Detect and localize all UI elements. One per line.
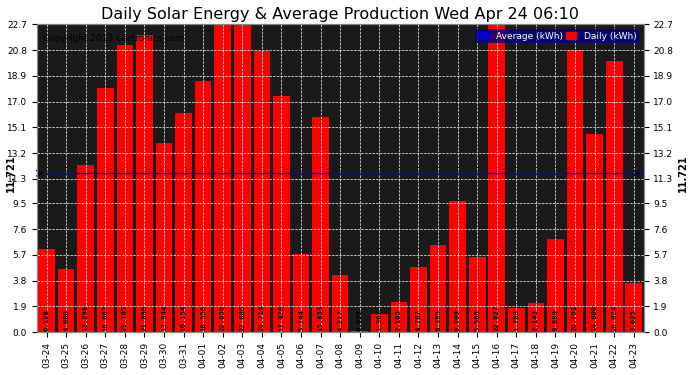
Text: 5.565: 5.565 [474, 309, 480, 332]
Text: 18.558: 18.558 [200, 305, 206, 332]
Bar [391, 303, 407, 332]
Bar [371, 314, 388, 332]
Bar [117, 45, 133, 332]
Bar [97, 88, 114, 332]
Bar [469, 256, 486, 332]
Text: 2.185: 2.185 [396, 309, 402, 332]
Text: 22.686: 22.686 [239, 305, 246, 332]
Text: Copyright 2013 Cartronics.com: Copyright 2013 Cartronics.com [43, 34, 184, 43]
Bar [528, 303, 544, 332]
Text: 20.024: 20.024 [611, 305, 617, 332]
Text: 4.787: 4.787 [415, 309, 422, 332]
Bar [273, 96, 290, 332]
Bar [566, 50, 583, 332]
Text: 14.600: 14.600 [591, 305, 598, 332]
Text: 9.709: 9.709 [455, 309, 461, 332]
Text: 1.763: 1.763 [513, 309, 520, 332]
Text: 18.007: 18.007 [102, 305, 108, 332]
Bar [410, 267, 427, 332]
Bar [234, 25, 250, 332]
Text: 20.716: 20.716 [259, 305, 265, 332]
Bar [136, 36, 152, 332]
Bar [508, 308, 524, 332]
Text: 6.128: 6.128 [43, 309, 50, 332]
Bar [58, 268, 75, 332]
Text: 4.680: 4.680 [63, 309, 69, 332]
Bar [332, 275, 348, 332]
Text: 20.791: 20.791 [572, 305, 578, 332]
Text: 5.744: 5.744 [298, 309, 304, 332]
Bar [449, 201, 466, 332]
Bar [293, 254, 309, 332]
Text: 1.367: 1.367 [376, 309, 382, 332]
Text: 0.059: 0.059 [357, 309, 363, 332]
Text: 3.625: 3.625 [631, 309, 637, 332]
Text: 2.143: 2.143 [533, 309, 539, 332]
Text: 21.890: 21.890 [141, 305, 148, 332]
Bar [38, 249, 55, 332]
Bar [586, 134, 603, 332]
Text: 17.428: 17.428 [279, 305, 284, 332]
Text: 6.889: 6.889 [553, 309, 558, 332]
Text: 16.154: 16.154 [181, 305, 186, 332]
Bar [77, 165, 94, 332]
Text: 13.944: 13.944 [161, 305, 167, 332]
Bar [253, 51, 270, 332]
Text: 22.856: 22.856 [219, 305, 226, 332]
Bar [156, 143, 172, 332]
Text: 21.185: 21.185 [122, 305, 128, 332]
Bar [430, 245, 446, 332]
Text: 11.721: 11.721 [6, 154, 17, 192]
Bar [215, 22, 231, 332]
Bar [175, 113, 192, 332]
Bar [351, 331, 368, 332]
Text: 4.217: 4.217 [337, 309, 343, 332]
Bar [547, 239, 564, 332]
Text: 12.298: 12.298 [83, 305, 89, 332]
Text: 22.627: 22.627 [494, 305, 500, 332]
Bar [606, 61, 622, 332]
Title: Daily Solar Energy & Average Production Wed Apr 24 06:10: Daily Solar Energy & Average Production … [101, 7, 579, 22]
Text: 11.721: 11.721 [678, 154, 688, 192]
Text: 6.395: 6.395 [435, 309, 441, 332]
Bar [489, 26, 505, 332]
Bar [625, 283, 642, 332]
Text: 15.853: 15.853 [317, 305, 324, 332]
Legend: Average (kWh), Daily (kWh): Average (kWh), Daily (kWh) [475, 29, 639, 44]
Bar [313, 117, 329, 332]
Bar [195, 81, 211, 332]
